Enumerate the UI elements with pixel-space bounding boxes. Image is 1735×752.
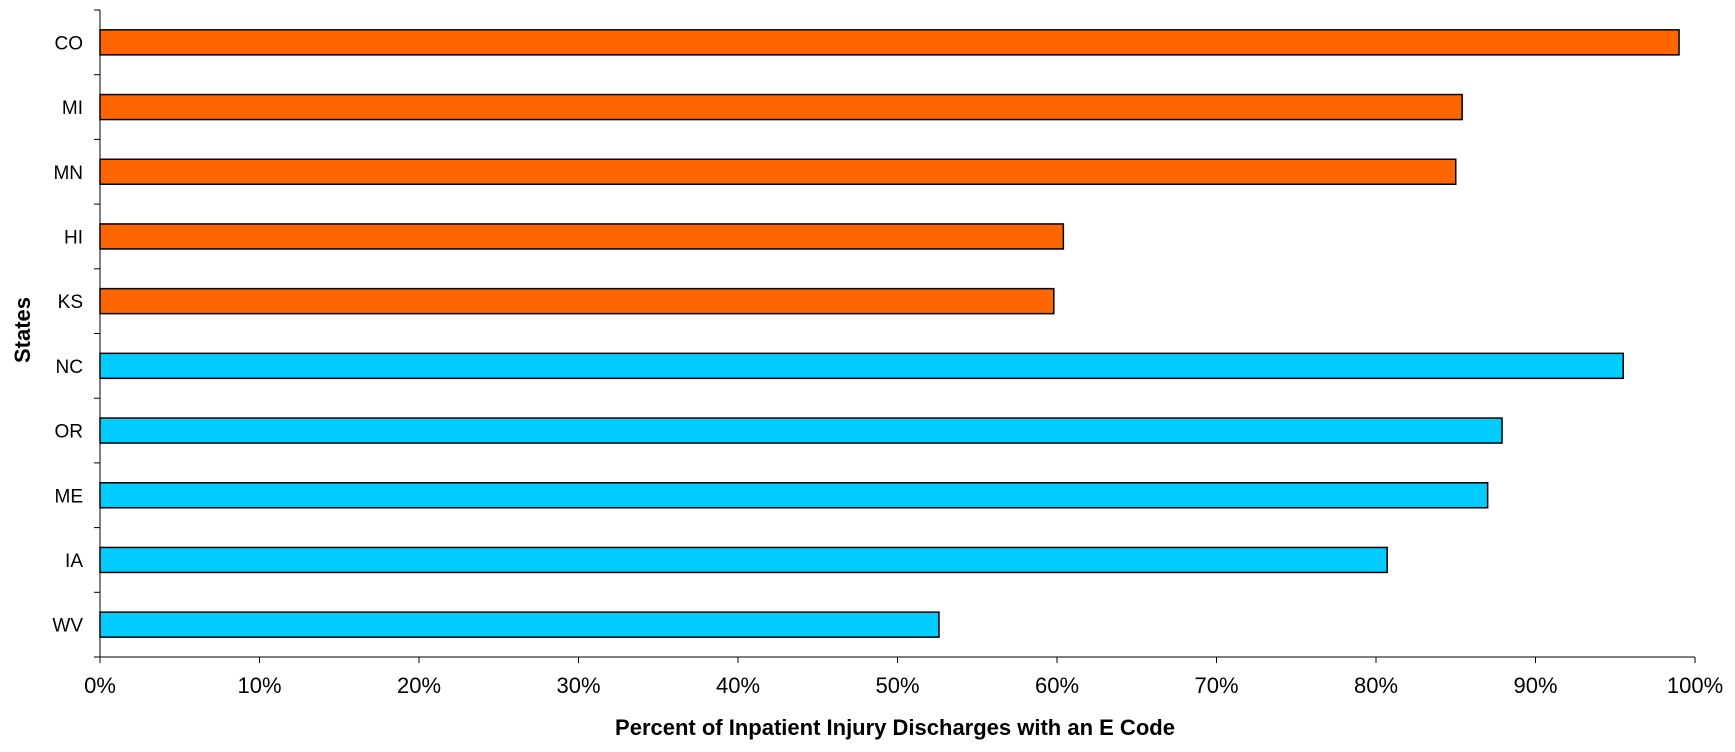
x-tick-label: 80% xyxy=(1354,673,1398,698)
y-tick-label: WV xyxy=(52,616,83,637)
bar-mi xyxy=(99,93,1463,121)
bar-ks xyxy=(99,287,1055,315)
y-tick-label: HI xyxy=(64,227,83,248)
bar-hi xyxy=(99,223,1065,250)
x-tick-label: 0% xyxy=(84,673,116,698)
x-tick-label: 60% xyxy=(1035,673,1079,698)
bar-mn xyxy=(99,158,1457,185)
bar-me xyxy=(99,482,1489,509)
x-tick-label: 10% xyxy=(237,673,281,698)
y-tick-label: MN xyxy=(53,163,83,184)
x-tick-label: 40% xyxy=(716,673,760,698)
y-tick-label: CO xyxy=(55,33,84,54)
y-tick-label: NC xyxy=(56,357,83,378)
bar-or xyxy=(99,417,1503,444)
x-axis-title: Percent of Inpatient Injury Discharges w… xyxy=(615,715,1175,740)
x-tick-label: 30% xyxy=(556,673,600,698)
y-tick-label: ME xyxy=(55,486,84,507)
x-tick-label: 50% xyxy=(875,673,919,698)
x-tick-label: 100% xyxy=(1667,673,1723,698)
x-tick-label: 20% xyxy=(397,673,441,698)
y-tick-label: MI xyxy=(62,98,83,119)
x-tick-label: 70% xyxy=(1194,673,1238,698)
bar-wv xyxy=(99,611,940,638)
bar-ia xyxy=(99,546,1388,574)
y-tick-label: IA xyxy=(65,551,83,572)
y-tick-label: KS xyxy=(58,292,83,313)
bar-nc xyxy=(99,352,1624,380)
y-axis-title: States xyxy=(10,297,35,363)
x-tick-label: 90% xyxy=(1513,673,1557,698)
bar-co xyxy=(99,29,1680,56)
y-tick-label: OR xyxy=(55,422,84,443)
